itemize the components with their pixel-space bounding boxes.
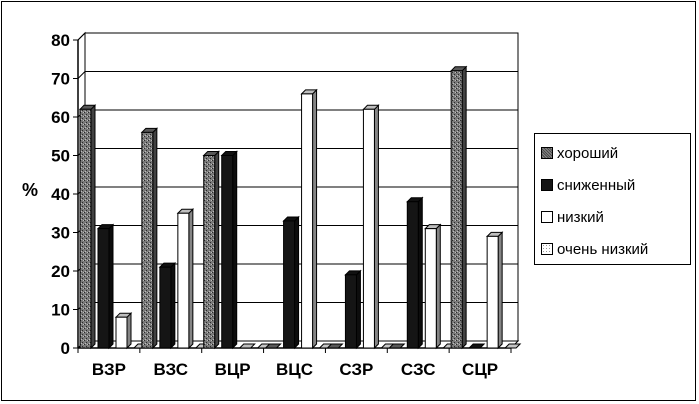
legend-item: низкий <box>541 208 604 226</box>
bar-side <box>170 261 176 350</box>
y-tick-label: 50 <box>51 147 70 166</box>
bar-front <box>203 155 216 349</box>
bar-front <box>486 235 499 349</box>
y-tick-label: 30 <box>51 224 70 243</box>
bar <box>344 269 362 350</box>
x-tick-label: ВЦР <box>215 360 251 379</box>
bar <box>158 261 177 350</box>
bar-front <box>79 108 92 349</box>
legend-label: сниженный <box>557 176 636 194</box>
bar-side <box>435 223 441 350</box>
bar <box>406 196 424 350</box>
bar <box>220 150 238 350</box>
bar-side <box>152 127 158 350</box>
legend: хороший сниженный низкий очень низкий <box>534 133 691 265</box>
y-tick-label: 70 <box>51 70 70 89</box>
bar <box>140 127 159 350</box>
legend-item: сниженный <box>541 176 635 194</box>
x-tick-label: ВЗР <box>92 360 126 379</box>
bar-front <box>283 220 296 349</box>
legend-label: низкий <box>557 208 604 226</box>
gridline-side <box>77 32 86 41</box>
bar-side <box>108 223 114 350</box>
gridline-side <box>77 71 86 79</box>
bar-front <box>450 70 463 349</box>
bar <box>282 215 300 350</box>
bar <box>264 343 282 349</box>
bar-side <box>373 104 379 350</box>
bar-side <box>312 88 318 350</box>
bar-front <box>97 228 110 349</box>
bar-flat <box>388 343 406 349</box>
bar-side <box>461 65 467 350</box>
bar <box>238 343 256 349</box>
bar <box>300 88 318 350</box>
bar <box>424 223 442 350</box>
bar-side <box>417 196 423 350</box>
x-tick-label: ВЗС <box>154 360 189 379</box>
bar-front <box>424 228 437 349</box>
bar <box>388 343 406 349</box>
y-tick-label: 10 <box>51 301 70 320</box>
axis-labels: 0 10 20 30 40 50 60 70 80 ВЗР ВЗС ВЦР ВЦС СЗР СЗС СЦР <box>51 31 498 379</box>
bar <box>503 343 522 349</box>
bar-side <box>355 269 361 350</box>
bar-side <box>126 311 132 350</box>
y-tick-label: 60 <box>51 108 70 127</box>
y-tick-label: 0 <box>61 339 70 358</box>
legend-swatch <box>541 211 553 223</box>
bar-flat <box>326 343 344 349</box>
bar-flat <box>264 343 282 349</box>
bar-side <box>188 208 194 350</box>
bar <box>202 150 220 350</box>
legend-swatch <box>541 243 553 255</box>
bar <box>449 65 468 350</box>
bar <box>326 343 344 349</box>
bar <box>485 231 504 350</box>
bar-flat <box>503 343 522 349</box>
bar-front <box>301 93 314 349</box>
bar <box>467 343 486 349</box>
bar <box>96 223 115 350</box>
bar-front <box>159 266 172 349</box>
y-tick-label: 80 <box>51 31 70 50</box>
bars <box>78 65 522 350</box>
bar-side <box>294 215 300 350</box>
x-tick-label: СЗС <box>401 360 436 379</box>
x-tick-label: ВЦС <box>276 360 313 379</box>
bar-front <box>221 155 234 349</box>
legend-item: хороший <box>541 144 618 162</box>
y-tick-label: 40 <box>51 185 70 204</box>
bar-flat <box>467 343 486 349</box>
bar-front <box>362 108 375 349</box>
bar-side <box>497 231 503 350</box>
legend-label: очень низкий <box>557 240 649 258</box>
bar-front <box>177 212 190 349</box>
y-tick-label: 20 <box>51 262 70 281</box>
bar-side <box>232 150 238 350</box>
bar-front <box>406 201 419 349</box>
bar <box>362 104 380 350</box>
y-axis-label: % <box>22 180 38 200</box>
bar-flat <box>238 343 256 349</box>
bar-side <box>214 150 220 350</box>
bar-front <box>115 316 128 349</box>
bar-side <box>90 104 96 350</box>
bar <box>78 104 97 350</box>
bar-front <box>344 274 357 349</box>
bar-front <box>141 131 154 349</box>
x-tick-label: СЦР <box>462 360 498 379</box>
legend-item: очень низкий <box>541 240 648 258</box>
bar <box>176 208 195 350</box>
legend-swatch <box>541 179 553 191</box>
x-tick-label: СЗР <box>339 360 373 379</box>
legend-swatch <box>541 147 553 159</box>
legend-label: хороший <box>557 144 619 162</box>
bar <box>114 311 133 350</box>
